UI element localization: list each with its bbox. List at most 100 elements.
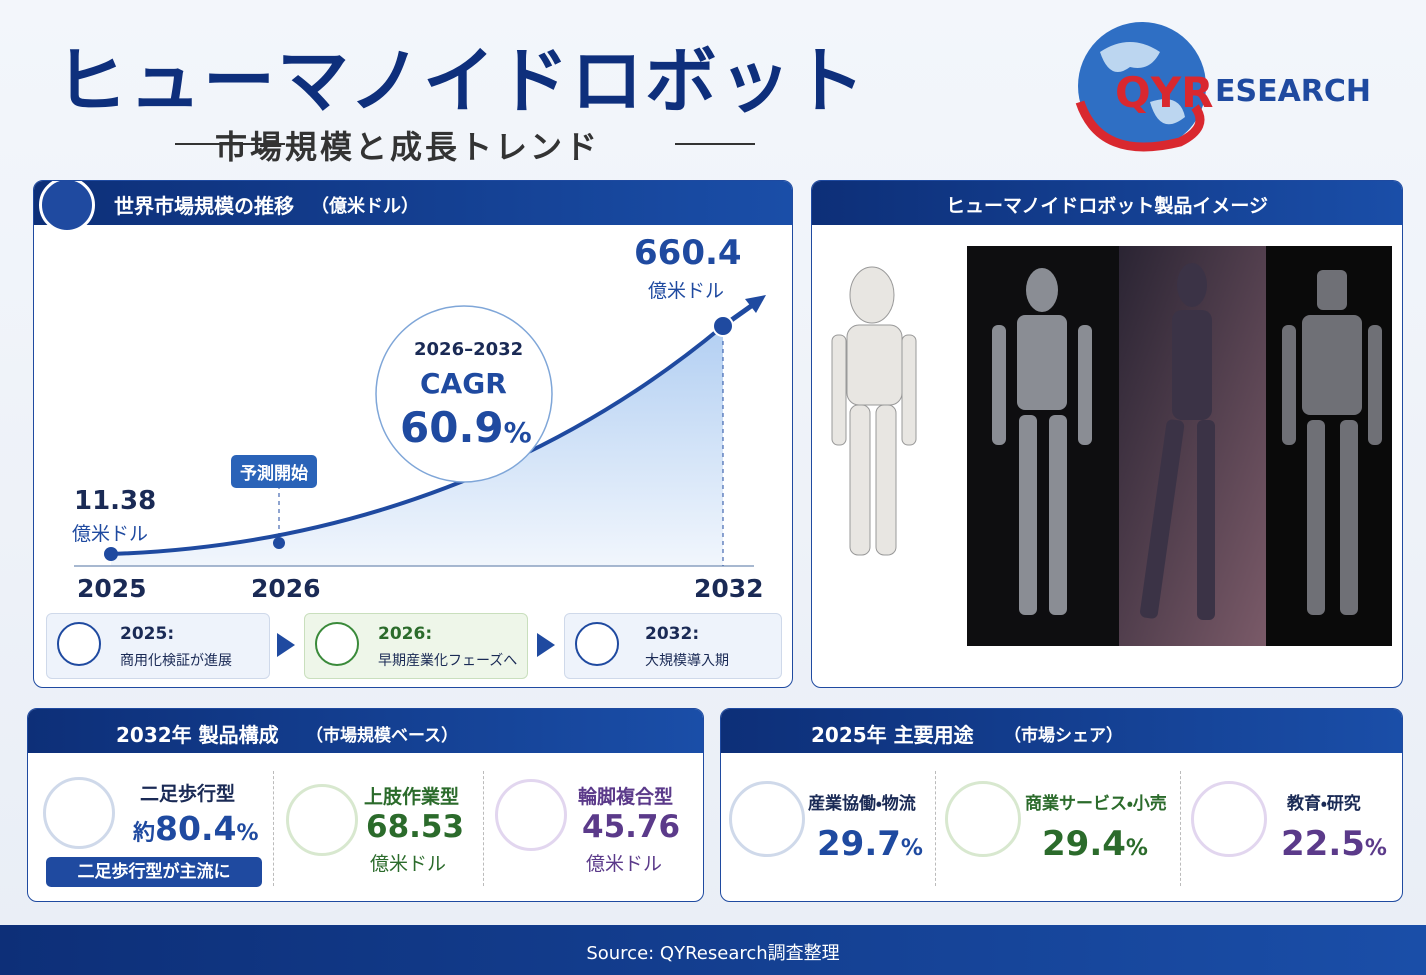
cagr-label: CAGR <box>420 367 507 400</box>
item-name: 商業サービス・小売 <box>1025 794 1167 814</box>
robot <box>1140 263 1215 620</box>
cagr-circle <box>375 305 553 483</box>
item-name: 上肢作業型 <box>364 786 460 808</box>
cagr-period: 2026–2032 <box>414 339 524 360</box>
milestone: 2026: 早期産業化フェーズへ <box>304 613 528 679</box>
panel-header: 世界市場規模の推移 （億米ドル） <box>34 181 792 225</box>
value-unit: % <box>1125 836 1148 861</box>
value-number: 80.4 <box>155 809 237 848</box>
panel-title: 世界市場規模の推移 <box>114 194 294 218</box>
badge: 二足歩行型が主流に <box>46 857 262 887</box>
chart-icon <box>39 181 95 233</box>
item-value: 68.53 <box>366 809 465 845</box>
panel-note: （市場シェア） <box>1004 726 1123 746</box>
panel-header: 2032年 製品構成 （市場規模ベース） <box>28 709 703 753</box>
logo-part: QYR <box>1115 68 1214 117</box>
cagr-unit: % <box>503 416 532 449</box>
value-unit: % <box>1364 836 1387 861</box>
rule <box>175 143 285 145</box>
panel-header: ヒューマノイドロボット製品イメージ <box>812 181 1402 225</box>
item-icon <box>729 781 805 857</box>
robot <box>831 266 917 556</box>
milestone-year: 2026: <box>378 624 433 644</box>
robot <box>992 268 1092 615</box>
point <box>104 547 118 561</box>
milestone-year: 2025: <box>120 624 175 644</box>
panel-note: （億米ドル） <box>311 196 419 217</box>
divider <box>483 771 484 886</box>
divider <box>935 771 936 886</box>
value-prefix: 約 <box>133 821 156 846</box>
panel-title: 2032年 製品構成 <box>116 723 279 747</box>
panel-title: 2025年 主要用途 <box>811 723 974 747</box>
item-icon <box>286 784 358 856</box>
item-unit: 億米ドル <box>586 853 663 875</box>
point <box>273 537 285 549</box>
item-value: 29.7% <box>817 824 923 864</box>
value-unit: % <box>900 836 923 861</box>
logo-part: ESEARCH <box>1215 74 1372 109</box>
item-unit: 億米ドル <box>370 853 447 875</box>
milestone-year: 2032: <box>645 624 700 644</box>
step-arrow <box>537 633 555 657</box>
swoosh <box>1075 100 1205 152</box>
item-icon <box>945 781 1021 857</box>
growth-chart <box>74 295 766 567</box>
curve <box>110 324 725 556</box>
market-panel: 世界市場規模の推移 （億米ドル） 11.38 億米ドル 660.4 億米ドル 予… <box>33 180 793 688</box>
item-icon <box>495 779 567 851</box>
robot <box>1282 270 1382 615</box>
milestone-text: 早期産業化フェーズへ <box>378 653 518 669</box>
milestone-icon <box>57 622 101 666</box>
milestone-icon <box>575 622 619 666</box>
item-value: 約80.4% <box>133 809 258 848</box>
photo-bg <box>967 246 1119 646</box>
item-name: 二足歩行型 <box>140 783 236 805</box>
continents <box>1100 42 1185 125</box>
applications-panel: 2025年 主要用途 （市場シェア） 産業協働・物流 29.7% 商業サービス・… <box>720 708 1403 902</box>
divider <box>1180 771 1181 886</box>
main-title: ヒューマノイドロボット <box>55 39 867 123</box>
item-name: 教育・研究 <box>1287 794 1361 814</box>
milestone-icon <box>315 622 359 666</box>
item-value: 22.5% <box>1281 824 1387 864</box>
arrow-head <box>745 295 766 313</box>
cagr-value: 60.9% <box>400 403 532 452</box>
end-value: 660.4 <box>634 233 742 273</box>
step-arrow <box>277 633 295 657</box>
end-unit: 億米ドル <box>648 280 725 302</box>
source: Source: QYResearch調査整理 <box>586 943 840 964</box>
value-number: 22.5 <box>1281 824 1365 864</box>
footer: Source: QYResearch調査整理 <box>0 925 1426 975</box>
item-value: 45.76 <box>582 809 681 845</box>
subtitle: 市場規模と成長トレンド <box>215 128 601 166</box>
photo-bg <box>1266 246 1392 646</box>
panel-title: ヒューマノイドロボット製品イメージ <box>945 195 1269 217</box>
milestone: 2025: 商用化検証が進展 <box>46 613 270 679</box>
milestone-text: 商用化検証が進展 <box>120 653 232 669</box>
forecast-pill: 予測開始 <box>231 455 317 488</box>
area <box>111 326 723 566</box>
year-label: 2032 <box>694 574 764 603</box>
milestone: 2032: 大規模導入期 <box>564 613 782 679</box>
value-number: 29.4 <box>1042 824 1126 864</box>
item-icon <box>1191 781 1267 857</box>
item-name: 産業協働・物流 <box>808 794 916 814</box>
milestone-text: 大規模導入期 <box>645 653 729 669</box>
products-panel: ヒューマノイドロボット製品イメージ <box>811 180 1403 688</box>
year-label: 2026 <box>251 574 321 603</box>
start-value: 11.38 <box>74 486 157 516</box>
start-unit: 億米ドル <box>72 523 149 545</box>
panel-note: （市場規模ベース） <box>306 726 459 746</box>
divider <box>273 771 274 886</box>
panel-header: 2025年 主要用途 （市場シェア） <box>721 709 1402 753</box>
logo <box>1075 22 1206 152</box>
item-value: 29.4% <box>1042 824 1148 864</box>
composition-panel: 2032年 製品構成 （市場規模ベース） 二足歩行型 約80.4% 二足歩行型が… <box>27 708 704 902</box>
year-label: 2025 <box>77 574 147 603</box>
value-number: 29.7 <box>817 824 901 864</box>
cagr-number: 60.9 <box>400 403 504 452</box>
rule <box>675 143 755 145</box>
